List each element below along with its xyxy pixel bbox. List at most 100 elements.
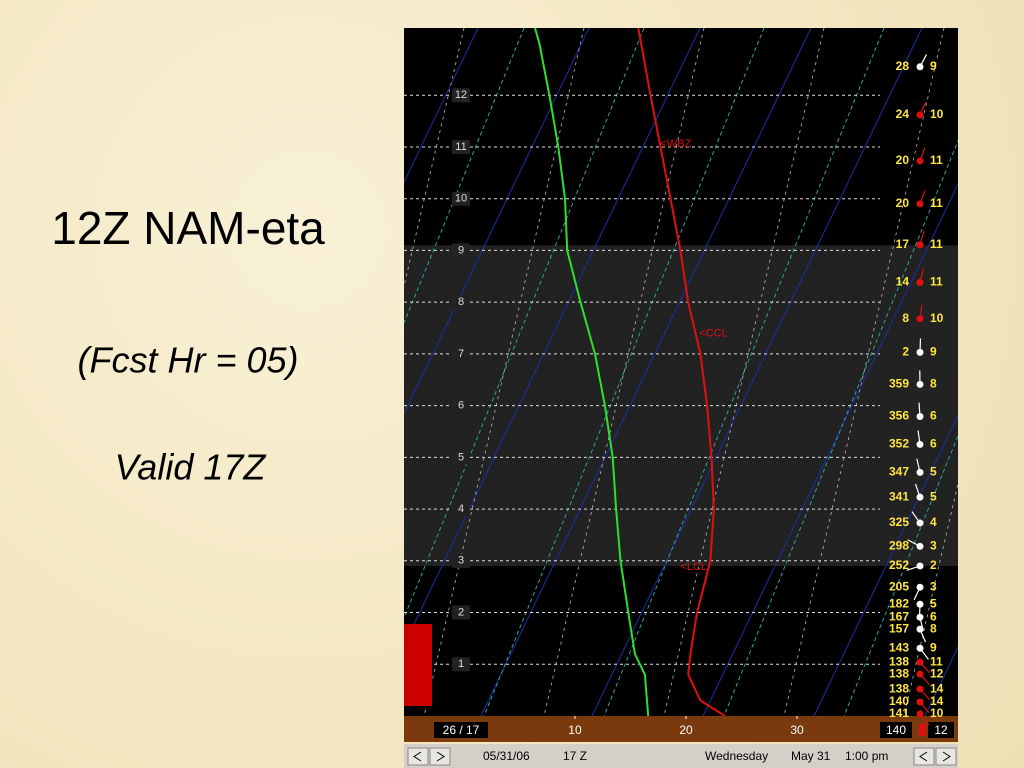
- y-tick-box: [452, 657, 470, 672]
- wind-direction: 205: [889, 579, 909, 593]
- wind-speed: 11: [930, 654, 943, 668]
- prev-arrow: [413, 751, 422, 762]
- wind-direction: 2: [902, 345, 909, 359]
- status-month-day: May 31: [791, 749, 831, 763]
- isotherm: [480, 28, 812, 716]
- wind-dot: [916, 685, 924, 693]
- y-tick-box: [452, 398, 470, 413]
- wind-dot: [916, 380, 924, 388]
- wind-speed: 5: [930, 596, 937, 610]
- y-tick-label: 1: [458, 658, 464, 670]
- wind-dot: [916, 644, 924, 652]
- isotherm: [404, 28, 701, 647]
- dewpoint-line: [534, 28, 650, 716]
- wind-direction: 352: [889, 437, 909, 451]
- y-tick-label: 2: [458, 606, 464, 618]
- wind-direction: 325: [889, 515, 909, 529]
- surface-wind-dot: [919, 724, 926, 736]
- wind-speed: 8: [930, 621, 937, 635]
- wind-direction: 356: [889, 409, 909, 423]
- status-bar: [404, 744, 958, 768]
- wind-dot: [916, 542, 924, 550]
- wind-dot: [916, 710, 924, 718]
- wind-direction: 157: [889, 621, 909, 635]
- wind-direction: 252: [889, 558, 909, 572]
- wind-dot: [916, 241, 924, 249]
- y-tick-box: [452, 139, 470, 154]
- wind-speed: 14: [930, 681, 944, 695]
- y-tick-box: [452, 191, 470, 206]
- surface-bar: [404, 716, 958, 742]
- plot-area: [0, 28, 1024, 716]
- y-tick-label: 10: [455, 193, 467, 205]
- isotherm: [702, 183, 958, 716]
- next-arrow-right: [942, 751, 951, 762]
- adiabat: [603, 28, 885, 716]
- y-tick-label: 9: [458, 244, 464, 256]
- wind-speed: 14: [930, 694, 944, 708]
- y-tick-label: 6: [458, 400, 464, 412]
- surface-speed-box: [928, 722, 954, 738]
- surface-box: [434, 722, 488, 738]
- wind-speed: 11: [930, 275, 943, 289]
- wind-direction: 138: [889, 666, 909, 680]
- slide-title: 12Z NAM-eta: [51, 202, 325, 254]
- prev-arrow-right: [919, 751, 928, 762]
- wind-dot: [916, 658, 924, 666]
- y-tick-box: [452, 605, 470, 620]
- y-tick-box: [452, 88, 470, 103]
- surface-temp-dew: 26 / 17: [443, 723, 480, 737]
- isotherm: [0, 28, 34, 716]
- y-tick-label: 3: [458, 555, 464, 567]
- wind-speed: 12: [930, 666, 944, 680]
- wind-speed: 6: [930, 437, 937, 451]
- adiabat: [843, 434, 958, 716]
- wind-speed: 11: [930, 237, 943, 251]
- wind-direction: 138: [889, 681, 909, 695]
- wind-speed: 9: [930, 640, 937, 654]
- next-arrow: [436, 751, 445, 762]
- next-button[interactable]: [429, 747, 451, 766]
- wind-direction: 20: [896, 153, 910, 167]
- wind-dot: [916, 440, 924, 448]
- x-tick-label: 20: [679, 723, 693, 737]
- moist-adiabat: [663, 28, 825, 716]
- wind-speed: 5: [930, 465, 937, 479]
- wind-speed: 10: [930, 311, 944, 325]
- wind-dot: [916, 279, 924, 287]
- adiabat: [964, 28, 1024, 716]
- status-day: Wednesday: [705, 749, 768, 763]
- status-date: 05/31/06: [483, 749, 530, 763]
- indicator-box: [404, 624, 432, 706]
- wind-dot: [916, 493, 924, 501]
- adiabat: [723, 139, 958, 716]
- wind-dot: [916, 412, 924, 420]
- moist-adiabat: [783, 28, 945, 716]
- wind-speed: 9: [930, 345, 937, 359]
- wind-dot: [916, 157, 924, 165]
- next-button-right[interactable]: [935, 747, 957, 766]
- wind-dot: [916, 519, 924, 527]
- wind-dot: [916, 63, 924, 71]
- y-tick-label: 11: [455, 141, 466, 153]
- prev-button-right[interactable]: [913, 747, 935, 766]
- wind-speed: 8: [930, 377, 937, 391]
- y-tick-label: 4: [458, 503, 464, 515]
- surface-wind-box: [880, 722, 912, 738]
- y-tick-box: [452, 295, 470, 310]
- wind-direction: 14: [896, 275, 910, 289]
- y-tick-box: [452, 243, 470, 258]
- wind-direction: 140: [889, 694, 909, 708]
- sounding-chart: 26 / 17 140 12 05/31/06 17 Z Wednesday M…: [0, 28, 1024, 768]
- wind-direction: 167: [889, 609, 909, 623]
- level-annotation: <CCL: [699, 328, 727, 340]
- wind-dot: [916, 600, 924, 608]
- wind-speed: 2: [930, 558, 937, 572]
- wind-speed: 10: [930, 706, 944, 720]
- moist-adiabat: [903, 482, 958, 716]
- x-tick-label: 30: [790, 723, 804, 737]
- wind-speed: 4: [930, 515, 937, 529]
- prev-button[interactable]: [407, 747, 429, 766]
